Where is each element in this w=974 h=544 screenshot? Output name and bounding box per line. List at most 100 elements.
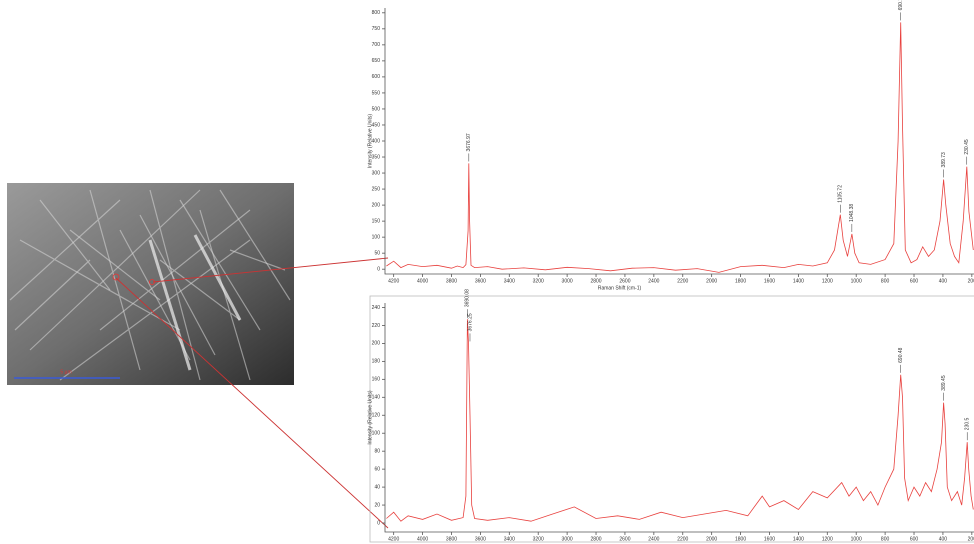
x-tick-label: 200 xyxy=(968,536,974,542)
spectrum-line xyxy=(386,319,974,522)
x-tick-label: 3800 xyxy=(446,536,457,542)
x-axis-title: Raman Shift (cm-1) xyxy=(598,285,642,291)
x-tick-label: 1600 xyxy=(764,536,775,542)
micrograph: 5 µm xyxy=(7,183,294,385)
y-tick-label: 450 xyxy=(372,122,381,128)
thick-fibers xyxy=(148,234,242,371)
peak-label: 1105.72 xyxy=(838,185,844,203)
x-tick-label: 200 xyxy=(968,278,974,284)
series-group xyxy=(386,319,974,522)
y-tick-label: 100 xyxy=(372,234,381,240)
y-tick-label: 750 xyxy=(372,26,381,32)
x-tick-label: 1000 xyxy=(851,536,862,542)
y-tick-label: 220 xyxy=(372,323,381,329)
y-tick-label: 120 xyxy=(372,413,381,419)
x-tick-label: 3200 xyxy=(533,278,544,284)
y-axis-title: Intensity (Relative Units) xyxy=(367,114,373,169)
x-tick-label: 4000 xyxy=(417,536,428,542)
x-tick-label: 1200 xyxy=(822,536,833,542)
x-tick-label: 4000 xyxy=(417,278,428,284)
x-tick-label: 3200 xyxy=(533,536,544,542)
y-tick-label: 60 xyxy=(374,466,380,472)
x-tick-label: 1600 xyxy=(764,278,775,284)
y-tick-label: 250 xyxy=(372,186,381,192)
x-tick-label: 2200 xyxy=(677,536,688,542)
y-tick-label: 400 xyxy=(372,138,381,144)
x-tick-label: 400 xyxy=(939,278,948,284)
plots: 0501001502002503003504004505005506006507… xyxy=(367,0,974,542)
series-group xyxy=(386,22,974,273)
x-tick-label: 2400 xyxy=(648,536,659,542)
x-tick-label: 1800 xyxy=(735,536,746,542)
x-tick-label: 800 xyxy=(881,278,890,284)
y-tick-label: 180 xyxy=(372,359,381,365)
x-tick-label: 3400 xyxy=(504,278,515,284)
y-tick-label: 800 xyxy=(372,10,381,16)
x-tick-label: 3800 xyxy=(446,278,457,284)
x-tick-label: 2000 xyxy=(706,278,717,284)
y-tick-label: 200 xyxy=(372,202,381,208)
connector xyxy=(152,257,389,283)
x-tick-label: 2000 xyxy=(706,536,717,542)
y-tick-label: 600 xyxy=(372,74,381,80)
x-tick-label: 4200 xyxy=(388,278,399,284)
peak-label: 3676.97 xyxy=(466,133,472,151)
y-tick-label: 20 xyxy=(374,502,380,508)
x-tick-label: 1400 xyxy=(793,536,804,542)
peak-label: 230.5 xyxy=(965,417,971,430)
y-tick-label: 700 xyxy=(372,42,381,48)
x-tick-label: 2600 xyxy=(619,278,630,284)
y-tick-label: 200 xyxy=(372,341,381,347)
x-tick-label: 3000 xyxy=(562,536,573,542)
y-tick-label: 80 xyxy=(374,449,380,455)
spot-marker xyxy=(112,273,120,281)
y-tick-label: 40 xyxy=(374,484,380,490)
x-tick-label: 400 xyxy=(939,536,948,542)
y-tick-label: 500 xyxy=(372,106,381,112)
y-tick-label: 650 xyxy=(372,58,381,64)
y-tick-label: 550 xyxy=(372,90,381,96)
x-tick-label: 1800 xyxy=(735,278,746,284)
y-tick-label: 300 xyxy=(372,170,381,176)
y-tick-label: 50 xyxy=(374,250,380,256)
peak-label: 389.73 xyxy=(941,152,947,168)
y-tick-label: 0 xyxy=(377,267,380,273)
x-tick-label: 600 xyxy=(910,278,919,284)
y-axis-title: Intensity (Relative Units) xyxy=(367,390,373,445)
axis-line xyxy=(384,8,974,275)
x-tick-label: 2600 xyxy=(619,536,630,542)
peak-label: 690.1 xyxy=(898,0,904,10)
y-tick-label: 0 xyxy=(377,520,380,526)
scale-label: 5 µm xyxy=(60,369,71,375)
y-tick-label: 150 xyxy=(372,218,381,224)
y-tick-label: 140 xyxy=(372,395,381,401)
connector xyxy=(115,277,389,529)
x-tick-label: 2800 xyxy=(590,278,601,284)
y-tick-label: 350 xyxy=(372,154,381,160)
x-tick-label: 1200 xyxy=(822,278,833,284)
x-tick-label: 3600 xyxy=(475,536,486,542)
x-tick-label: 2200 xyxy=(677,278,688,284)
x-tick-label: 3000 xyxy=(562,278,573,284)
x-tick-label: 2800 xyxy=(590,536,601,542)
axis-line xyxy=(384,303,974,533)
plot-frame xyxy=(369,295,974,543)
y-tick-label: 160 xyxy=(372,377,381,383)
x-tick-label: 600 xyxy=(910,536,919,542)
peak-label: 690.48 xyxy=(898,347,904,363)
peak-label: 389.45 xyxy=(941,375,947,391)
peak-label: 230.45 xyxy=(964,139,970,155)
x-tick-label: 3400 xyxy=(504,536,515,542)
x-tick-label: 1400 xyxy=(793,278,804,284)
x-tick-label: 1000 xyxy=(851,278,862,284)
fibers xyxy=(9,189,291,381)
spectrum-line xyxy=(386,22,974,273)
peak-label: 3690.08 xyxy=(465,289,471,307)
x-tick-label: 2400 xyxy=(648,278,659,284)
peak-label: 3676.25 xyxy=(467,313,473,331)
y-tick-label: 100 xyxy=(372,431,381,437)
y-tick-label: 240 xyxy=(372,305,381,311)
peak-label: 1048.38 xyxy=(849,204,855,222)
